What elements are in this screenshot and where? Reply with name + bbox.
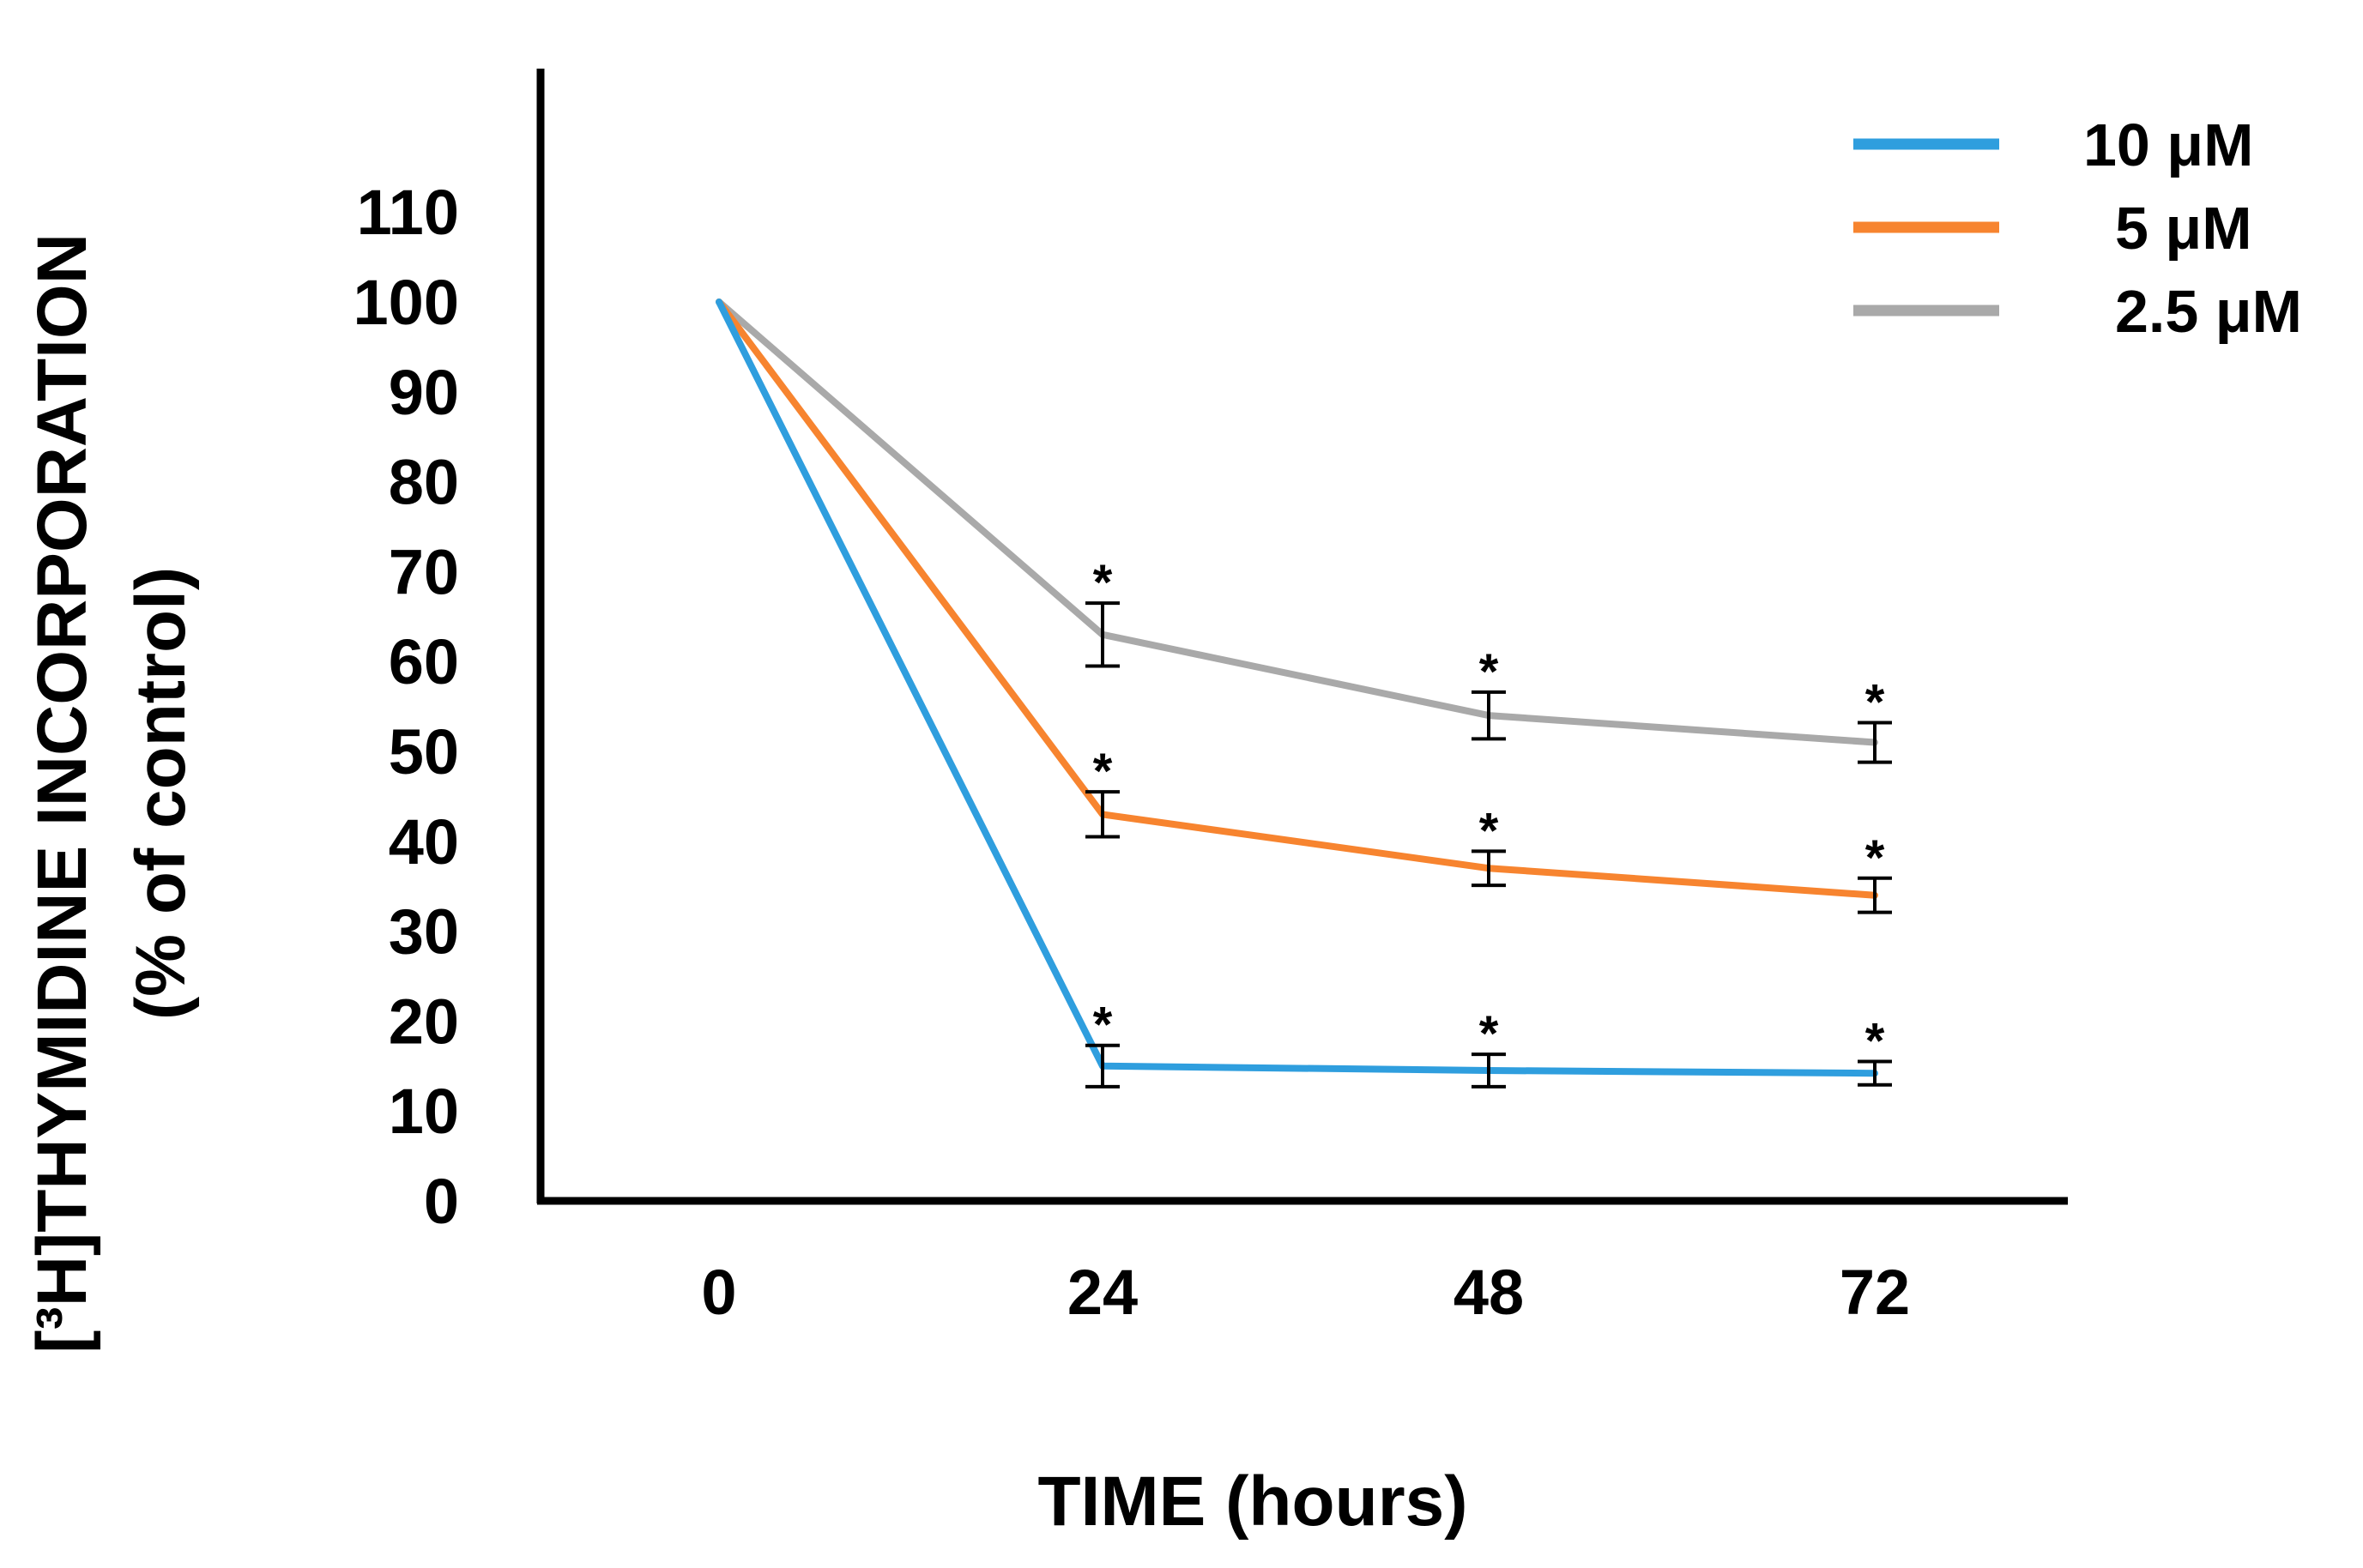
x-axis-title: TIME (hours) [1037,1462,1467,1541]
y-axis-title: [³H]THYMIDINE INCORPORATION (% of contro… [23,233,200,1354]
x-tick-label: 48 [1453,1257,1524,1328]
y-tick-label: 80 [389,447,459,518]
series-line [716,299,1878,746]
series-line [716,299,1878,1077]
x-tick-label: 72 [1840,1257,1910,1328]
y-tick-label: 110 [357,177,459,248]
y-tick-label: 0 [424,1166,459,1237]
significance-star: * [1093,555,1113,611]
series-line [716,299,1878,899]
x-tick-labels: 0 24 48 72 [701,1257,1910,1328]
legend: 10 μM 5 μM 2.5 μM [1853,112,2302,345]
legend-label: 2.5 μM [2115,278,2302,345]
y-axis-title-line1: [³H]THYMIDINE INCORPORATION [23,233,101,1354]
y-tick-label: 30 [389,896,459,968]
y-tick-label: 20 [389,986,459,1057]
significance-star: * [1865,830,1885,886]
y-tick-label: 100 [354,267,459,338]
x-tick-label: 24 [1067,1257,1138,1328]
legend-label: 10 μM [2083,112,2253,178]
y-tick-label: 50 [389,716,459,787]
y-tick-label: 40 [389,806,459,877]
y-axis-title-line2: (% of control) [122,567,200,1020]
significance-star: * [1865,1014,1885,1070]
y-tick-label: 90 [389,357,459,428]
significance-star: * [1093,744,1113,799]
significance-marks: * * * * * * * * * [1093,555,1885,1069]
legend-label: 5 μM [2115,195,2252,262]
significance-star: * [1479,1006,1499,1062]
significance-star: * [1093,998,1113,1053]
series-lines [716,299,1878,1077]
y-tick-label: 70 [389,536,459,607]
y-tick-labels: 0 10 20 30 40 50 60 70 80 90 100 110 [354,177,459,1237]
x-tick-label: 0 [701,1257,736,1328]
y-tick-label: 10 [389,1076,459,1147]
significance-star: * [1479,644,1499,700]
error-bars [1085,601,1892,1089]
significance-star: * [1865,674,1885,730]
y-tick-label: 60 [389,626,459,697]
significance-star: * [1479,803,1499,859]
